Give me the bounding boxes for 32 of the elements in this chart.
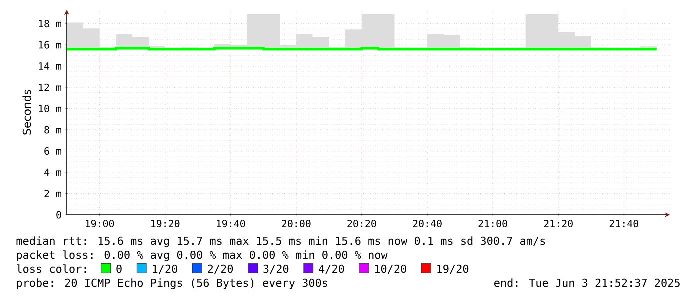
y-tick-label: 0 [56,211,62,219]
y-tick-label: 12 m [39,84,62,92]
x-tick-label: 21:00 [478,220,508,228]
y-tick-label: 2 m [44,190,62,198]
x-tick-label: 20:20 [348,220,376,228]
text: median rtt: 15.6 ms avg 15.7 ms max 15.5 ms min 15.6 ms now 0.1 ms sd 300.7 am/s [16,236,546,248]
legend-label: 19/20 [438,264,469,274]
y-tick-label: 10 m [39,105,62,113]
text: end: Tue Jun 3 21:52:37 2025 [494,278,680,288]
legend-label: 1/20 [153,264,178,274]
x-tick-label: 21:40 [610,220,638,228]
legend-label: 3/20 [264,264,289,274]
x-tick-label: 20:40 [413,220,442,228]
legend-label: 0 [116,264,122,274]
text: packet loss: 0.00 % avg 0.00 % max 0.00 % min 0.00 % now [17,250,388,262]
x-tick-label: 21:20 [544,220,573,228]
y-tick-label: 18 m [39,20,62,28]
y-tick-label: 8 m [44,126,62,134]
x-tick-label: 19:00 [86,220,114,228]
legend-label: 4/20 [319,264,344,274]
legend-label: 10/20 [375,264,406,274]
text: probe: 20 ICMP Echo Pings (56 Bytes) every 300s [17,278,328,290]
x-tick-label: 20:00 [282,220,311,228]
x-tick-label: 19:40 [217,220,246,228]
y-tick-label: 6 m [44,147,62,156]
y-tick-label: 16 m [39,41,62,49]
y-tick-label: 14 m [39,62,62,70]
legend-label: 2/20 [208,264,234,274]
legend-title: loss color: [17,264,86,274]
x-tick-label: 19:20 [152,220,180,228]
y-tick-label: 4 m [44,168,62,176]
y-axis-title: Seconds [22,90,32,135]
